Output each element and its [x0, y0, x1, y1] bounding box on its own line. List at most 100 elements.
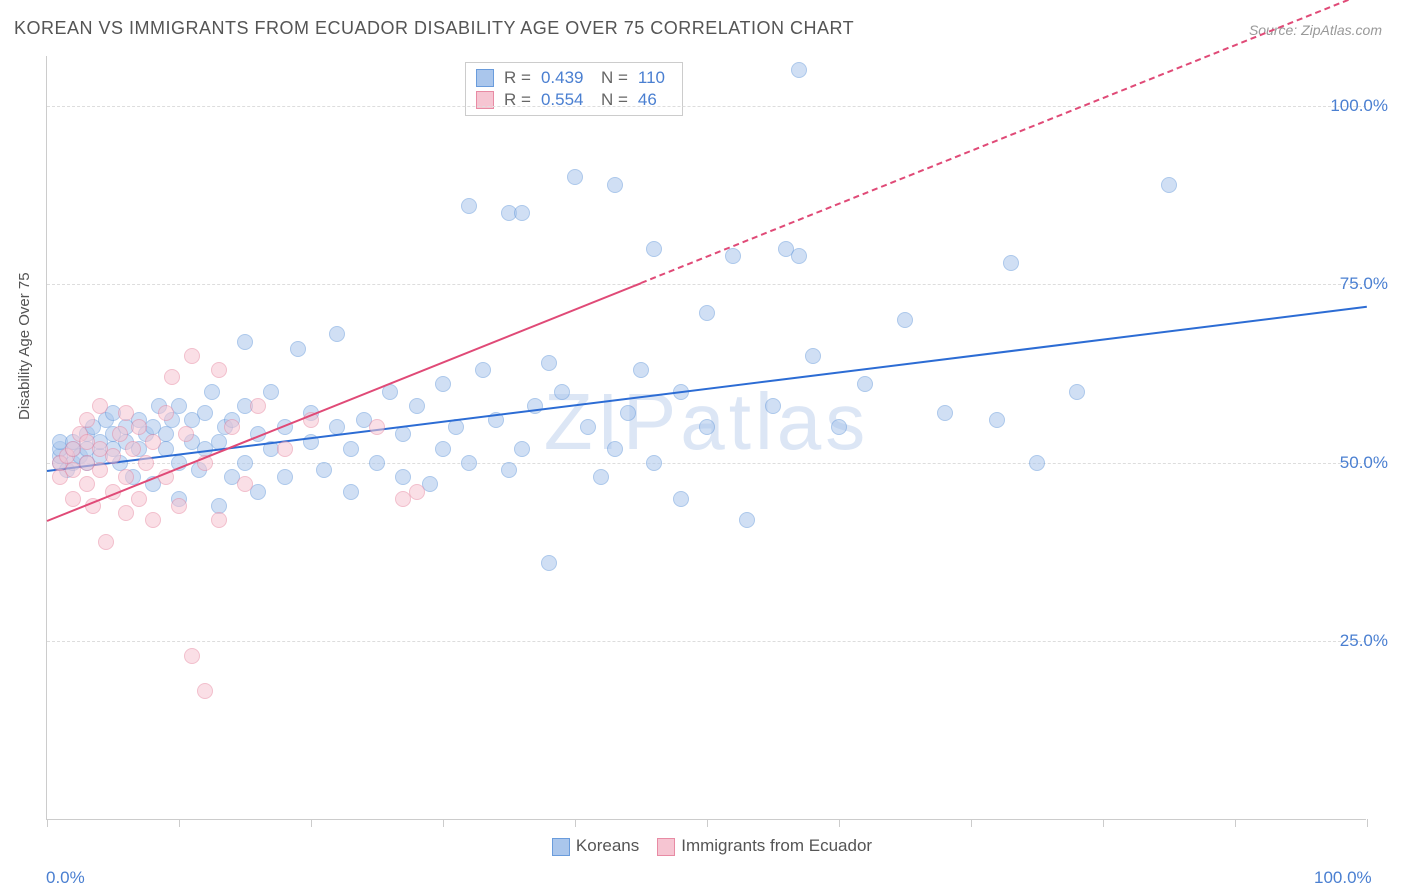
data-point — [989, 412, 1005, 428]
data-point — [171, 498, 187, 514]
n-value: 110 — [638, 68, 672, 88]
data-point — [250, 398, 266, 414]
data-point — [409, 398, 425, 414]
data-point — [197, 405, 213, 421]
data-point — [857, 376, 873, 392]
data-point — [131, 419, 147, 435]
x-tick — [1103, 819, 1104, 827]
data-point — [409, 484, 425, 500]
trend-line — [641, 0, 1368, 284]
data-point — [290, 341, 306, 357]
data-point — [897, 312, 913, 328]
data-point — [593, 469, 609, 485]
data-point — [277, 469, 293, 485]
data-point — [699, 419, 715, 435]
y-tick-label: 100.0% — [1330, 96, 1388, 116]
data-point — [369, 455, 385, 471]
data-point — [118, 505, 134, 521]
stats-row: R =0.439N =110 — [476, 67, 672, 89]
data-point — [178, 426, 194, 442]
legend-label: Koreans — [576, 836, 639, 855]
data-point — [791, 62, 807, 78]
x-tick-label: 0.0% — [46, 868, 85, 888]
data-point — [435, 441, 451, 457]
data-point — [237, 334, 253, 350]
data-point — [567, 169, 583, 185]
data-point — [620, 405, 636, 421]
data-point — [646, 241, 662, 257]
data-point — [461, 455, 477, 471]
y-axis-label: Disability Age Over 75 — [16, 272, 33, 420]
data-point — [607, 177, 623, 193]
data-point — [633, 362, 649, 378]
data-point — [461, 198, 477, 214]
data-point — [79, 476, 95, 492]
legend-swatch — [476, 69, 494, 87]
data-point — [395, 426, 411, 442]
chart-title: KOREAN VS IMMIGRANTS FROM ECUADOR DISABI… — [14, 18, 854, 39]
x-tick — [575, 819, 576, 827]
data-point — [118, 469, 134, 485]
x-tick — [1235, 819, 1236, 827]
data-point — [739, 512, 755, 528]
r-label: R = — [504, 90, 531, 110]
x-tick — [971, 819, 972, 827]
data-point — [224, 419, 240, 435]
data-point — [138, 455, 154, 471]
data-point — [805, 348, 821, 364]
data-point — [475, 362, 491, 378]
x-tick — [707, 819, 708, 827]
x-tick — [47, 819, 48, 827]
data-point — [65, 491, 81, 507]
data-point — [395, 469, 411, 485]
grid-line — [47, 106, 1366, 107]
grid-line — [47, 641, 1366, 642]
data-point — [145, 434, 161, 450]
data-point — [501, 462, 517, 478]
data-point — [92, 462, 108, 478]
data-point — [79, 412, 95, 428]
data-point — [197, 683, 213, 699]
plot-area: ZIPatlas R =0.439N =110R =0.554N =46 — [46, 56, 1366, 820]
data-point — [158, 405, 174, 421]
data-point — [673, 491, 689, 507]
data-point — [514, 441, 530, 457]
data-point — [369, 419, 385, 435]
legend-label: Immigrants from Ecuador — [681, 836, 872, 855]
data-point — [118, 405, 134, 421]
data-point — [514, 205, 530, 221]
x-tick — [179, 819, 180, 827]
x-tick — [1367, 819, 1368, 827]
data-point — [316, 462, 332, 478]
y-tick-label: 75.0% — [1340, 274, 1388, 294]
data-point — [98, 534, 114, 550]
data-point — [184, 348, 200, 364]
data-point — [541, 555, 557, 571]
n-value: 46 — [638, 90, 672, 110]
r-value: 0.439 — [541, 68, 591, 88]
chart-container: KOREAN VS IMMIGRANTS FROM ECUADOR DISABI… — [0, 0, 1406, 892]
data-point — [204, 384, 220, 400]
r-label: R = — [504, 68, 531, 88]
data-point — [211, 362, 227, 378]
data-point — [211, 512, 227, 528]
y-tick-label: 25.0% — [1340, 631, 1388, 651]
data-point — [112, 426, 128, 442]
data-point — [237, 455, 253, 471]
data-point — [831, 419, 847, 435]
data-point — [329, 326, 345, 342]
data-point — [263, 384, 279, 400]
data-point — [937, 405, 953, 421]
data-point — [92, 398, 108, 414]
data-point — [765, 398, 781, 414]
grid-line — [47, 284, 1366, 285]
series-legend: Koreans Immigrants from Ecuador — [0, 836, 1406, 856]
data-point — [725, 248, 741, 264]
data-point — [554, 384, 570, 400]
data-point — [1003, 255, 1019, 271]
data-point — [164, 369, 180, 385]
data-point — [1161, 177, 1177, 193]
data-point — [125, 441, 141, 457]
correlation-stats-box: R =0.439N =110R =0.554N =46 — [465, 62, 683, 116]
x-tick — [839, 819, 840, 827]
